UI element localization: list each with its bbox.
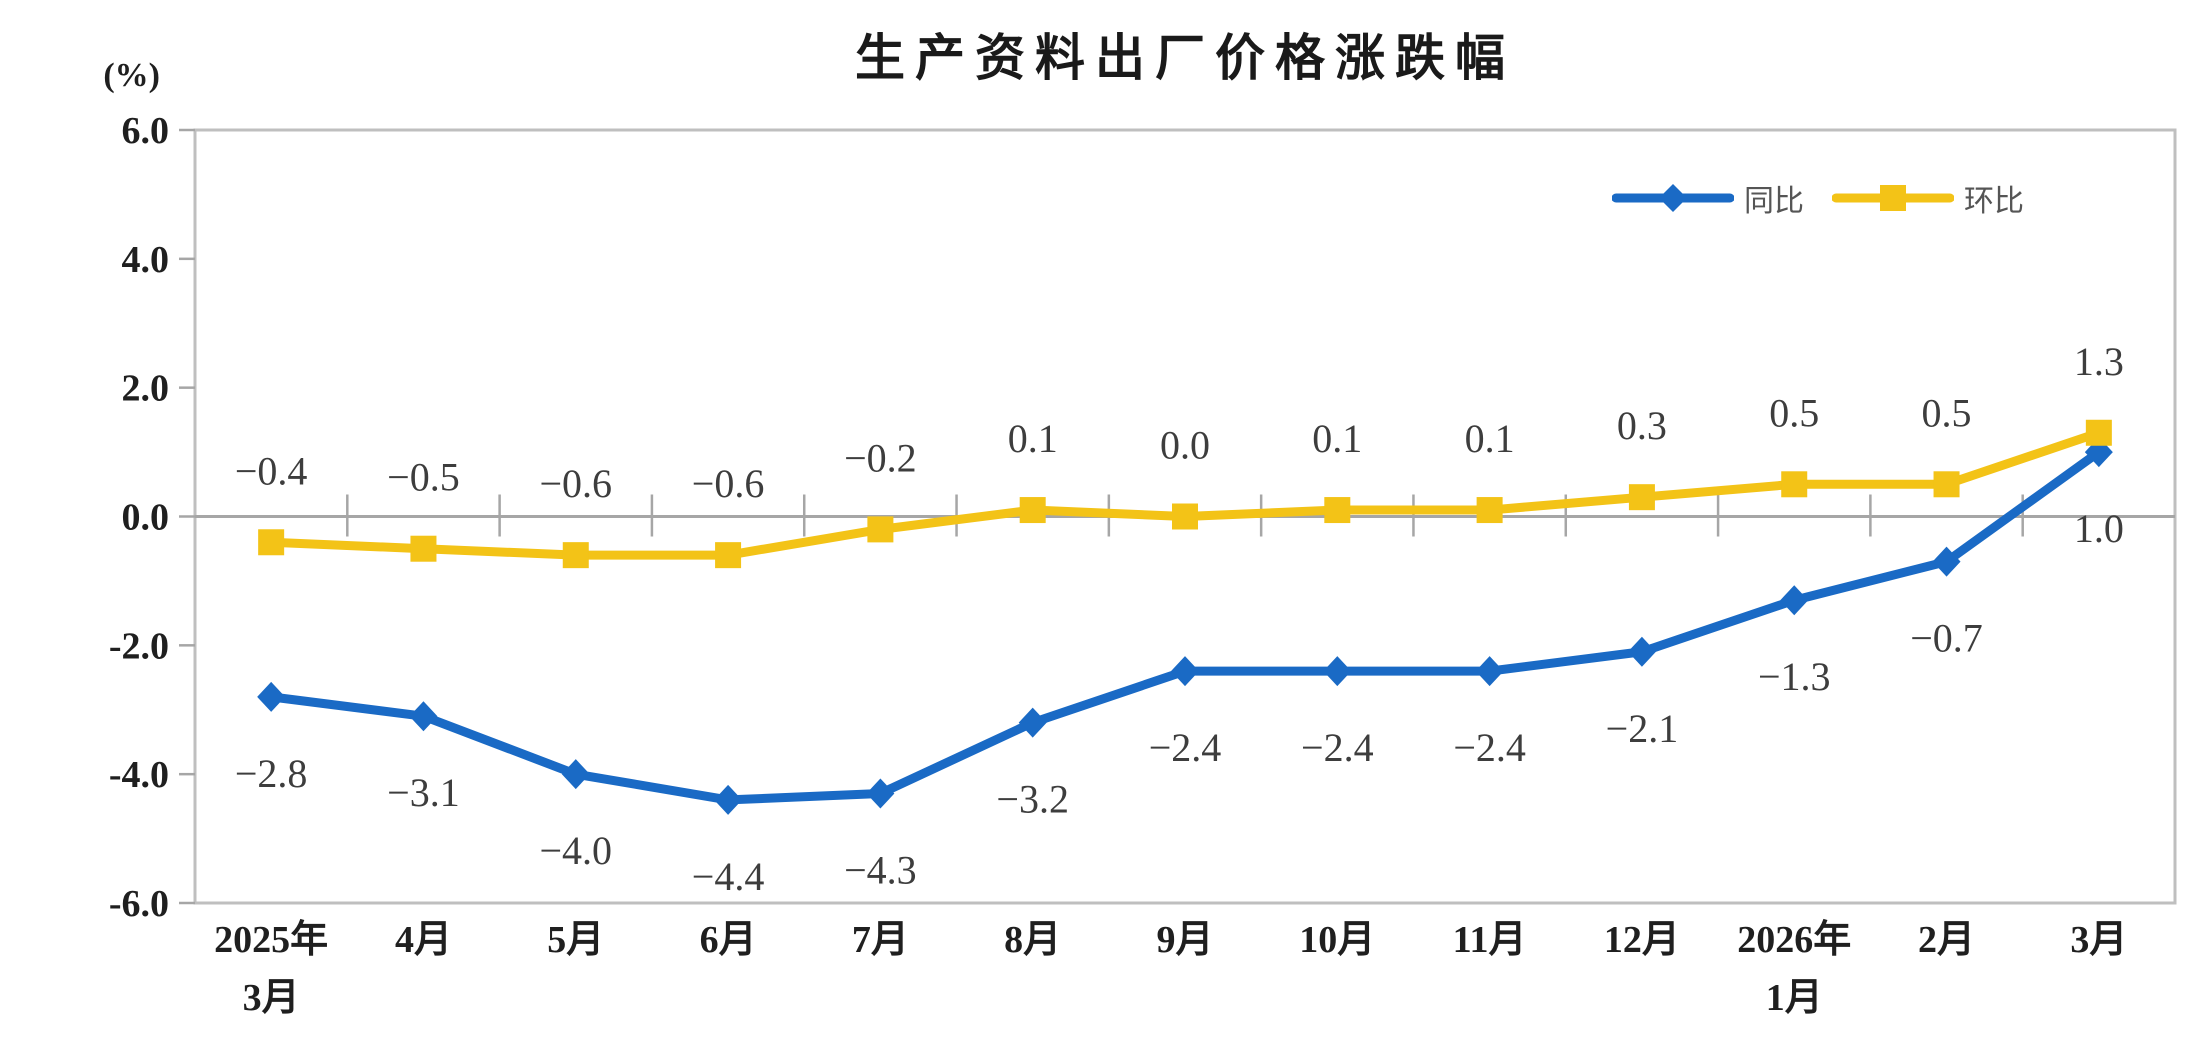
diamond-marker [1475, 656, 1504, 687]
y-axis-label: -2.0 [109, 625, 169, 667]
data-label-mom: 1.3 [2074, 339, 2124, 384]
square-marker [1933, 471, 1960, 498]
square-marker [1019, 497, 1046, 524]
square-marker [867, 516, 894, 543]
data-label-mom: −0.4 [235, 448, 308, 493]
y-axis-unit-label: (%) [103, 57, 160, 94]
x-axis-label: 4月 [395, 919, 452, 961]
data-label-yoy: 1.0 [2074, 506, 2124, 551]
chart-legend: 同比 环比 [1612, 176, 2024, 220]
data-label-yoy: −0.7 [1910, 616, 1983, 661]
diamond-marker [257, 681, 286, 712]
data-label-yoy: −4.4 [692, 854, 765, 899]
square-marker [562, 542, 589, 569]
data-label-mom: 0.1 [1312, 416, 1362, 461]
diamond-marker [1323, 656, 1352, 687]
data-label-mom: 0.1 [1465, 416, 1515, 461]
diamond-marker [1627, 636, 1656, 667]
square-marker [258, 529, 285, 556]
legend-label-yoy: 同比 [1744, 184, 1804, 219]
x-axis-label: 7月 [852, 919, 909, 961]
diamond-marker [561, 759, 590, 790]
y-axis-label: -4.0 [109, 754, 169, 796]
data-label-mom: 0.5 [1769, 390, 1819, 435]
x-axis-label: 9月 [1156, 919, 1213, 961]
y-axis-label: 2.0 [122, 368, 170, 410]
data-label-yoy: −4.3 [844, 847, 917, 892]
x-axis-label: 2月 [1918, 919, 1975, 961]
data-label-mom: 0.5 [1922, 390, 1972, 435]
diamond-marker [1171, 656, 1199, 687]
square-marker [1324, 497, 1351, 524]
square-marker [1781, 471, 1808, 498]
x-axis-label: 8月 [1004, 919, 1061, 961]
x-axis-label: 6月 [700, 919, 757, 961]
data-label-mom: −0.2 [844, 435, 917, 480]
x-axis-label: 10月 [1299, 919, 1375, 961]
data-label-yoy: −2.4 [1149, 725, 1222, 770]
data-label-yoy: −3.2 [996, 777, 1069, 822]
data-label-mom: −0.6 [692, 461, 765, 506]
square-marker [2085, 419, 2112, 446]
diamond-marker [866, 778, 895, 809]
x-axis-label: 3月 [2070, 919, 2127, 961]
mom-line-square-swatch [1832, 185, 1954, 211]
chart-title: 生产资料出厂价格涨跌幅 [855, 29, 1515, 87]
x-axis-label: 2025年 3月 [214, 919, 328, 1019]
legend-label-mom: 环比 [1964, 184, 2024, 219]
y-axis-label: 6.0 [122, 110, 170, 152]
square-marker [1628, 484, 1655, 511]
diamond-marker [1932, 546, 1961, 577]
data-label-mom: 0.0 [1160, 423, 1210, 468]
diamond-marker [409, 701, 438, 732]
square-marker [1172, 503, 1198, 530]
diamond-marker [714, 784, 743, 815]
diamond-marker [1018, 707, 1047, 738]
y-axis-label: 4.0 [122, 239, 170, 281]
data-label-mom: 0.3 [1617, 403, 1667, 448]
square-marker [410, 535, 437, 562]
legend-item-yoy: 同比 [1612, 176, 1804, 220]
x-axis-label: 2026年 1月 [1737, 919, 1851, 1019]
data-label-yoy: −4.0 [539, 828, 612, 873]
square-marker [1476, 497, 1503, 524]
data-label-mom: −0.6 [539, 461, 612, 506]
data-label-yoy: −2.8 [235, 751, 308, 796]
y-axis-label: -6.0 [109, 883, 169, 925]
data-label-yoy: −2.4 [1453, 725, 1526, 770]
data-label-yoy: −3.1 [387, 770, 460, 815]
y-axis-label: 0.0 [122, 497, 170, 539]
data-label-mom: 0.1 [1008, 416, 1058, 461]
data-label-yoy: −1.3 [1758, 654, 1831, 699]
x-axis-label: 11月 [1453, 919, 1527, 961]
x-axis-label: 12月 [1604, 919, 1680, 961]
data-label-yoy: −2.1 [1606, 706, 1679, 751]
data-label-yoy: −2.4 [1301, 725, 1374, 770]
square-marker [715, 542, 742, 569]
diamond-marker [1780, 585, 1809, 616]
data-label-mom: −0.5 [387, 455, 460, 500]
x-axis-label: 5月 [547, 919, 604, 961]
yoy-line-diamond-swatch [1612, 184, 1734, 212]
legend-item-mom: 环比 [1832, 176, 2024, 220]
